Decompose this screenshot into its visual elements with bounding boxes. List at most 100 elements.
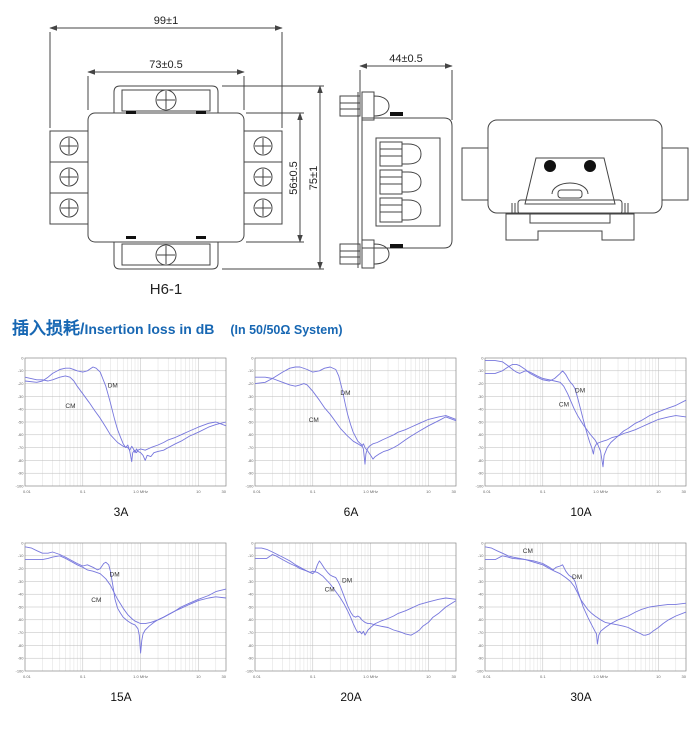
- svg-text:-50: -50: [248, 419, 255, 424]
- dim-width-outer: 99±1: [154, 15, 178, 27]
- svg-text:-90: -90: [18, 656, 25, 661]
- svg-text:0: 0: [21, 355, 24, 360]
- chart-title-15a: 15A: [110, 690, 132, 704]
- svg-text:1.0 MHz: 1.0 MHz: [363, 489, 378, 494]
- svg-text:-100: -100: [245, 668, 254, 673]
- svg-text:-60: -60: [478, 432, 485, 437]
- svg-text:1.0 MHz: 1.0 MHz: [593, 674, 608, 679]
- svg-text:-10: -10: [248, 368, 255, 373]
- model-label: H6-1: [150, 281, 183, 298]
- svg-text:DM: DM: [572, 574, 582, 581]
- chart-20a: 0 -10 -20 -30 -40 -50 -60 -70 -80 -90 -100 0.01 0.1 1…: [242, 540, 460, 687]
- svg-text:-10: -10: [248, 553, 255, 558]
- heading-en: Insertion loss in dB: [84, 321, 215, 337]
- svg-text:-70: -70: [248, 445, 255, 450]
- svg-text:-20: -20: [478, 381, 485, 386]
- svg-text:10: 10: [426, 674, 431, 679]
- chart-30a: 0 -10 -20 -30 -40 -50 -60 -70 -80 -90 -100 0.01 0.1 1…: [472, 540, 690, 687]
- dim-height-body: 56±0.5: [288, 161, 300, 195]
- svg-text:0.01: 0.01: [253, 489, 262, 494]
- svg-text:-80: -80: [478, 643, 485, 648]
- svg-text:0.1: 0.1: [310, 674, 316, 679]
- chart-title-6a: 6A: [343, 505, 359, 519]
- side-view-drawing: 44±0.5: [339, 53, 453, 269]
- chart-title-10a: 10A: [570, 505, 592, 519]
- svg-text:-70: -70: [478, 630, 485, 635]
- chart-title-20a: 20A: [340, 690, 362, 704]
- svg-text:-90: -90: [478, 471, 485, 476]
- svg-text:-10: -10: [478, 553, 485, 558]
- svg-text:10: 10: [196, 674, 201, 679]
- svg-text:-70: -70: [478, 445, 485, 450]
- svg-text:-20: -20: [478, 566, 485, 571]
- svg-text:-20: -20: [18, 566, 25, 571]
- svg-text:-80: -80: [18, 458, 25, 463]
- svg-text:0.1: 0.1: [540, 674, 546, 679]
- svg-text:CM: CM: [309, 417, 319, 424]
- svg-text:0.01: 0.01: [253, 674, 262, 679]
- svg-text:CM: CM: [91, 597, 101, 604]
- svg-text:0: 0: [251, 540, 254, 545]
- svg-text:-30: -30: [478, 394, 485, 399]
- chart-cell-6a: 0 -10 -20 -30 -40 -50 -60 -70 -80 -90 -100 0.01 0.1 1…: [242, 355, 460, 519]
- svg-text:-20: -20: [248, 566, 255, 571]
- chart-cell-3a: 0 -10 -20 -30 -40 -50 -60 -70 -80 -90 -100 0.01 0.1 1…: [12, 355, 230, 519]
- svg-text:-90: -90: [248, 471, 255, 476]
- chart-title-3a: 3A: [113, 505, 129, 519]
- svg-text:-60: -60: [18, 432, 25, 437]
- svg-text:DM: DM: [342, 578, 352, 585]
- svg-text:30: 30: [682, 489, 687, 494]
- svg-text:-90: -90: [18, 471, 25, 476]
- svg-text:0.1: 0.1: [310, 489, 316, 494]
- svg-text:1.0 MHz: 1.0 MHz: [133, 674, 148, 679]
- svg-text:-30: -30: [478, 579, 485, 584]
- svg-text:0: 0: [481, 355, 484, 360]
- svg-text:0: 0: [21, 540, 24, 545]
- svg-text:10: 10: [196, 489, 201, 494]
- svg-text:1.0 MHz: 1.0 MHz: [363, 674, 378, 679]
- svg-text:-40: -40: [18, 407, 25, 412]
- svg-text:1.0 MHz: 1.0 MHz: [133, 489, 148, 494]
- svg-text:-100: -100: [15, 483, 24, 488]
- svg-text:-80: -80: [248, 458, 255, 463]
- chart-10a: 0 -10 -20 -30 -40 -50 -60 -70 -80 -90 -100 0.01 0.1 1…: [472, 355, 690, 502]
- svg-text:CM: CM: [559, 402, 569, 409]
- svg-text:30: 30: [222, 489, 227, 494]
- svg-text:-60: -60: [18, 617, 25, 622]
- chart-cell-30a: 0 -10 -20 -30 -40 -50 -60 -70 -80 -90 -100 0.01 0.1 1…: [472, 540, 690, 704]
- svg-text:0.01: 0.01: [23, 674, 32, 679]
- chart-cell-10a: 0 -10 -20 -30 -40 -50 -60 -70 -80 -90 -100 0.01 0.1 1…: [472, 355, 690, 519]
- svg-text:CM: CM: [65, 403, 75, 410]
- svg-text:-70: -70: [18, 445, 25, 450]
- svg-text:-90: -90: [478, 656, 485, 661]
- svg-text:-100: -100: [15, 668, 24, 673]
- svg-text:0.01: 0.01: [23, 489, 32, 494]
- section-heading: 插入损耗/Insertion loss in dB (In 50/50Ω Syst…: [12, 314, 343, 339]
- front-view-drawing: 99±1 73±0.5: [49, 15, 324, 298]
- svg-text:-60: -60: [248, 432, 255, 437]
- svg-text:-100: -100: [475, 668, 484, 673]
- chart-title-30a: 30A: [570, 690, 592, 704]
- svg-text:-80: -80: [18, 643, 25, 648]
- svg-text:DM: DM: [340, 390, 350, 397]
- svg-text:-50: -50: [248, 604, 255, 609]
- svg-text:-50: -50: [478, 604, 485, 609]
- dim-width-body: 73±0.5: [149, 59, 183, 71]
- svg-text:-100: -100: [475, 483, 484, 488]
- svg-text:-70: -70: [18, 630, 25, 635]
- svg-text:-10: -10: [18, 368, 25, 373]
- svg-text:-30: -30: [18, 394, 25, 399]
- svg-text:-60: -60: [248, 617, 255, 622]
- svg-text:-40: -40: [248, 407, 255, 412]
- chart-cell-15a: 0 -10 -20 -30 -40 -50 -60 -70 -80 -90 -100 0.01 0.1 1…: [12, 540, 230, 704]
- svg-text:-40: -40: [478, 407, 485, 412]
- svg-text:CM: CM: [523, 548, 533, 555]
- svg-text:10: 10: [656, 489, 661, 494]
